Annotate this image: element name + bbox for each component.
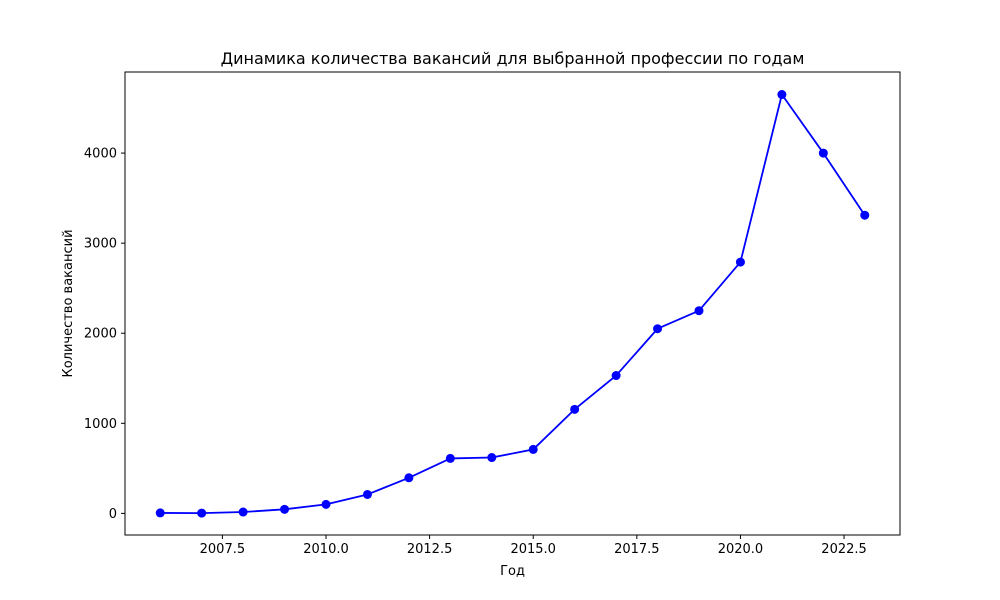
x-tick-label: 2010.0 [303, 542, 349, 557]
x-tick-label: 2017.5 [614, 542, 660, 557]
data-point [280, 504, 290, 514]
x-axis-label: Год [500, 564, 525, 579]
data-point [404, 473, 414, 483]
y-tick-label: 0 [109, 507, 117, 522]
y-tick-label: 4000 [84, 147, 117, 162]
data-point [570, 404, 580, 414]
data-point [528, 444, 538, 454]
data-point [818, 148, 828, 158]
data-point [653, 324, 663, 334]
data-point [860, 210, 870, 220]
x-tick-label: 2022.5 [821, 542, 867, 557]
y-tick-label: 1000 [84, 417, 117, 432]
y-tick-label: 2000 [84, 327, 117, 342]
y-tick-label: 3000 [84, 237, 117, 252]
data-point [362, 489, 372, 499]
x-tick-label: 2015.0 [510, 542, 556, 557]
data-point [487, 453, 497, 463]
data-point [197, 508, 207, 518]
data-point [777, 90, 787, 100]
series-line [160, 93, 866, 515]
data-point [238, 507, 248, 517]
y-axis: 0 1000 2000 3000 4000 [84, 147, 125, 522]
plot-area [124, 71, 901, 536]
data-point [321, 499, 331, 509]
chart-title: Динамика количества вакансий для выбранн… [221, 49, 805, 68]
series-layer [155, 90, 870, 518]
x-axis: 2007.5 2010.0 2012.5 2015.0 2017.5 2020.0 2022… [200, 535, 867, 557]
data-point [611, 371, 621, 381]
x-tick-label: 2007.5 [200, 542, 246, 557]
data-point [735, 257, 745, 267]
x-tick-label: 2012.5 [407, 542, 453, 557]
data-point [155, 508, 165, 518]
y-axis-label: Количество вакансий [61, 229, 76, 377]
x-tick-label: 2020.0 [718, 542, 764, 557]
data-point [694, 306, 704, 316]
data-point [445, 453, 455, 463]
